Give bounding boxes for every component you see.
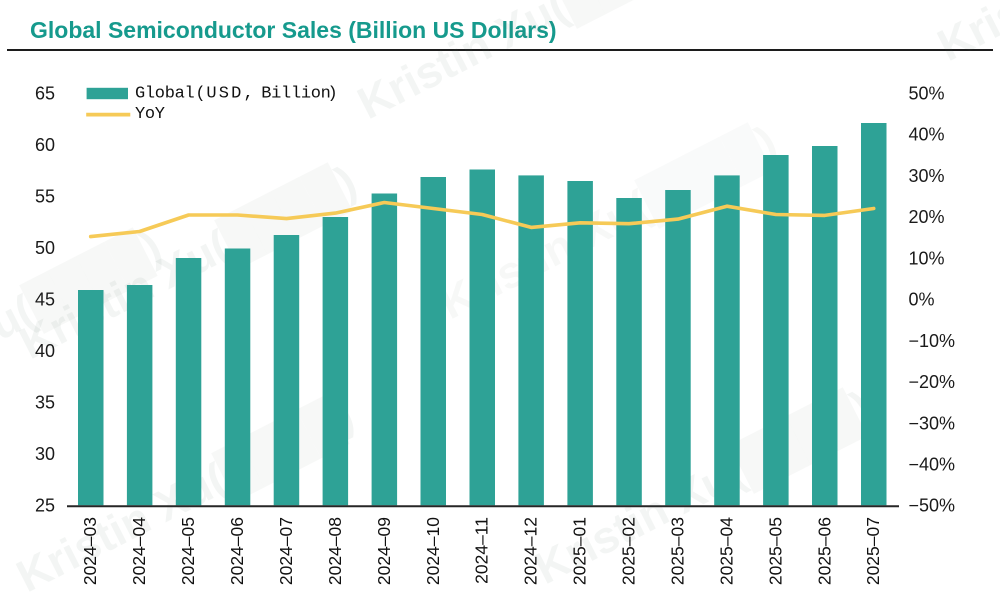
- svg-text:YoY: YoY: [135, 105, 165, 124]
- svg-text:25: 25: [35, 496, 55, 516]
- svg-text:−50%: −50%: [909, 496, 956, 516]
- svg-text:60: 60: [35, 135, 55, 155]
- svg-text:65: 65: [35, 84, 55, 104]
- svg-text:55: 55: [35, 187, 55, 207]
- svg-text:40: 40: [35, 341, 55, 361]
- svg-text:2024–09: 2024–09: [374, 517, 394, 585]
- svg-text:2024–10: 2024–10: [423, 517, 443, 585]
- svg-text:30: 30: [35, 444, 55, 464]
- svg-text:2025–03: 2025–03: [668, 517, 688, 585]
- svg-text:2025–07: 2025–07: [863, 517, 883, 585]
- svg-text:10%: 10%: [909, 248, 945, 268]
- svg-text:50: 50: [35, 238, 55, 258]
- svg-text:40%: 40%: [909, 125, 945, 145]
- svg-text:2024–07: 2024–07: [276, 517, 296, 585]
- svg-text:2024–03: 2024–03: [80, 517, 100, 585]
- svg-text:50%: 50%: [909, 84, 945, 104]
- svg-text:Kristin Xu(████): Kristin Xu(████): [349, 0, 704, 132]
- svg-text:2025–06: 2025–06: [814, 517, 834, 585]
- svg-text:30%: 30%: [909, 166, 945, 186]
- svg-text:2024–06: 2024–06: [227, 517, 247, 585]
- svg-text:20%: 20%: [909, 207, 945, 227]
- svg-text:2025–02: 2025–02: [619, 517, 639, 585]
- svg-text:−40%: −40%: [909, 455, 956, 475]
- svg-text:2024–12: 2024–12: [521, 517, 541, 585]
- svg-text:Kristin Xu(████): Kristin Xu(████): [929, 0, 1000, 74]
- svg-text:−20%: −20%: [909, 372, 956, 392]
- svg-text:45: 45: [35, 290, 55, 310]
- svg-text:2025–05: 2025–05: [765, 517, 785, 585]
- svg-text:35: 35: [35, 393, 55, 413]
- svg-text:2024–08: 2024–08: [325, 517, 345, 585]
- svg-text:2024–11: 2024–11: [472, 517, 492, 584]
- svg-text:2024–04: 2024–04: [129, 517, 149, 585]
- svg-text:−10%: −10%: [909, 331, 956, 351]
- svg-text:0%: 0%: [909, 290, 935, 310]
- svg-text:2024–05: 2024–05: [178, 517, 198, 585]
- svg-text:2025–04: 2025–04: [716, 517, 736, 585]
- svg-text:−30%: −30%: [909, 413, 956, 433]
- svg-text:2025–01: 2025–01: [570, 517, 590, 585]
- svg-text:Global(USD,Billion): Global(USD, Billion): [135, 85, 337, 104]
